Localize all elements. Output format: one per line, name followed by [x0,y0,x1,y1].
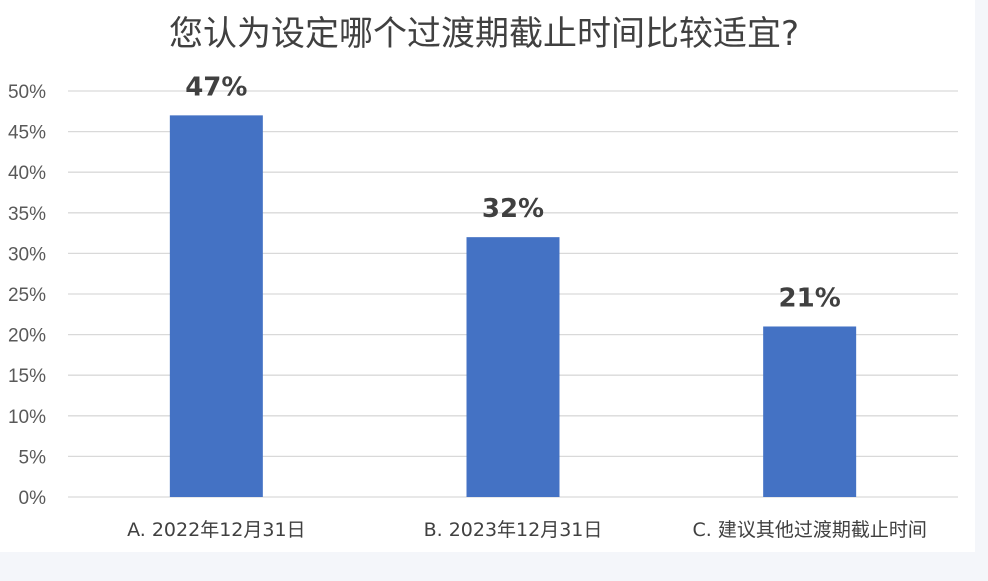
y-tick-label: 25% [8,285,46,306]
y-tick-label: 50% [8,82,46,103]
y-tick-label: 15% [8,366,46,387]
bar [763,326,857,497]
bar [466,237,560,497]
y-tick-label: 35% [8,204,46,225]
y-tick-label: 40% [8,163,46,184]
category-label: C. 建议其他过渡期截止时间 [692,519,926,541]
y-tick-label: 0% [19,488,47,509]
category-label: A. 2022年12月31日 [127,519,305,541]
y-tick-label: 20% [8,326,46,347]
data-label: 47% [185,72,247,102]
y-axis-tick-labels: 0% 5% 10% 15% 20% 25% 30% 35% 40% 45% 50% [8,82,46,509]
y-tick-label: 30% [8,244,46,265]
y-tick-label: 5% [19,447,47,468]
data-labels: 47% 32% 21% [185,72,841,313]
category-label: B. 2023年12月31日 [424,519,603,541]
bar-chart: 您认为设定哪个过渡期截止时间比较适宜? 0% 5% 10% 15% 20% 25% 30% 3… [8,14,958,541]
data-label: 32% [482,194,544,224]
x-axis-category-labels: A. 2022年12月31日 B. 2023年12月31日 C. 建议其他过渡期截止… [127,519,927,541]
chart-panel: 您认为设定哪个过渡期截止时间比较适宜? 0% 5% 10% 15% 20% 25% 30% 3… [0,0,975,552]
data-label: 21% [779,283,841,313]
y-tick-label: 45% [8,123,46,144]
bar [169,115,263,498]
chart-title: 您认为设定哪个过渡期截止时间比较适宜? [169,14,799,54]
y-tick-label: 10% [8,407,46,428]
bars [169,115,857,498]
